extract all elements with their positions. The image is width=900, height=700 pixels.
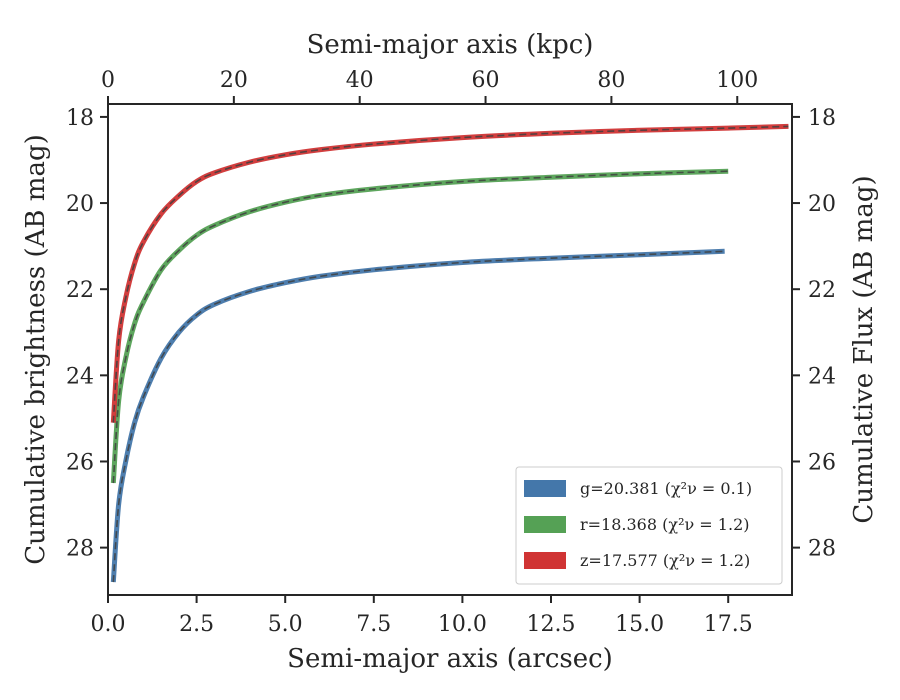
top-x-axis-label: Semi-major axis (kpc) [307, 30, 594, 60]
x-tick-label: 17.5 [704, 612, 753, 637]
legend-label: r=18.368 (χ²ν = 1.2) [580, 515, 749, 534]
x-tick-label: 5.0 [268, 612, 303, 637]
right-y-tick-label: 28 [808, 537, 836, 562]
y-axis-label: Cumulative brightness (AB mag) [21, 134, 51, 565]
ticks-layer: 0.0 2.5 5.0 7.5 10.0 12.5 15.0 17.5 0 20 40 60 80 100… [66, 68, 836, 637]
plot-frame [107, 103, 793, 596]
y-tick-label: 18 [66, 106, 94, 131]
x-tick-label: 15.0 [615, 612, 664, 637]
y-tick-label: 26 [66, 450, 94, 475]
right-y-tick-label: 18 [808, 106, 836, 131]
right-y-axis-label: Cumulative Flux (AB mag) [849, 175, 879, 523]
top-x-tick-label: 60 [472, 68, 500, 93]
model-line [112, 125, 789, 423]
top-x-tick-label: 100 [716, 68, 758, 93]
right-y-tick-label: 22 [808, 278, 836, 303]
x-tick-label: 2.5 [179, 612, 214, 637]
x-tick-label: 10.0 [438, 612, 487, 637]
model-line [112, 170, 729, 484]
x-tick-label: 12.5 [527, 612, 576, 637]
model-line [112, 250, 725, 583]
y-tick-label: 28 [66, 537, 94, 562]
right-y-tick-label: 26 [808, 450, 836, 475]
y-tick-label: 22 [66, 278, 94, 303]
legend-entry: g=20.381 (χ²ν = 0.1) [524, 479, 752, 498]
right-y-tick-label: 24 [808, 364, 836, 389]
legend-swatch [524, 552, 566, 569]
legend-swatch [524, 516, 566, 533]
right-y-tick-label: 20 [808, 192, 836, 217]
top-x-tick-label: 40 [346, 68, 374, 93]
curves-layer [110, 123, 789, 583]
series-line [110, 168, 729, 484]
y-tick-label: 20 [66, 192, 94, 217]
x-tick-label: 0.0 [91, 612, 126, 637]
top-x-tick-label: 80 [597, 68, 625, 93]
x-axis-label: Semi-major axis (arcsec) [287, 644, 613, 674]
legend-label: g=20.381 (χ²ν = 0.1) [580, 479, 752, 498]
legend-swatch [524, 480, 566, 497]
legend-entry: z=17.577 (χ²ν = 1.2) [524, 551, 750, 570]
y-tick-label: 24 [66, 364, 94, 389]
legend: g=20.381 (χ²ν = 0.1) r=18.368 (χ²ν = 1.2… [515, 466, 783, 585]
x-tick-label: 7.5 [356, 612, 391, 637]
legend-box [515, 466, 783, 585]
top-x-tick-label: 0 [101, 68, 115, 93]
top-x-tick-label: 20 [220, 68, 248, 93]
legend-label: z=17.577 (χ²ν = 1.2) [580, 551, 750, 570]
legend-entry: r=18.368 (χ²ν = 1.2) [524, 515, 749, 534]
